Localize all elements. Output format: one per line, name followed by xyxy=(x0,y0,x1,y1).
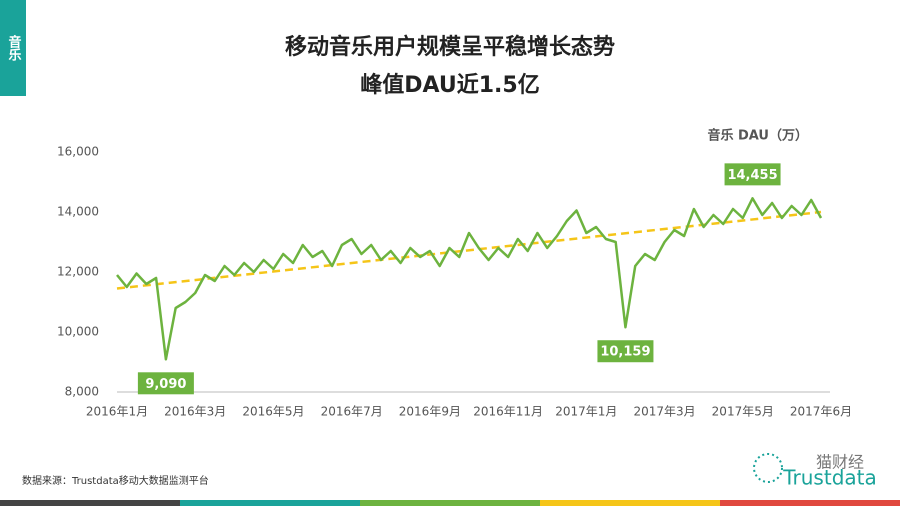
x-tick-label: 2016年11月 xyxy=(473,405,543,419)
value-label: 9,090 xyxy=(145,377,186,392)
y-tick-label: 12,000 xyxy=(57,265,99,279)
logo-mark xyxy=(753,453,783,483)
chart-subtitle: 峰值DAU近1.5亿 xyxy=(360,72,539,98)
x-tick-label: 2016年7月 xyxy=(321,405,383,419)
value-label-box xyxy=(724,163,781,186)
footer-bar xyxy=(0,500,180,506)
x-tick-label: 2017年3月 xyxy=(633,405,695,419)
footer-bar xyxy=(180,500,360,506)
value-label-box xyxy=(137,372,194,395)
y-tick-label: 8,000 xyxy=(65,385,99,399)
y-axis-label: 音乐 DAU（万） xyxy=(707,128,808,144)
x-tick-label: 2016年5月 xyxy=(242,405,304,419)
logo: Trustdata xyxy=(782,466,877,490)
y-tick-label: 10,000 xyxy=(57,325,99,339)
x-tick-label: 2017年5月 xyxy=(712,405,774,419)
footer-bar xyxy=(720,500,900,506)
y-tick-label: 14,000 xyxy=(57,205,99,219)
watermark: 猫财经 xyxy=(816,453,864,472)
footer-bar xyxy=(360,500,540,506)
x-tick-label: 2017年6月 xyxy=(790,405,852,419)
x-tick-label: 2016年3月 xyxy=(164,405,226,419)
x-tick-label: 2016年1月 xyxy=(86,405,148,419)
x-tick-label: 2017年1月 xyxy=(555,405,617,419)
side-tab-label: 音乐 xyxy=(6,34,22,62)
side-tab xyxy=(0,0,26,96)
source: 数据来源：Trustdata移动大数据监测平台 xyxy=(22,474,209,487)
value-label: 14,455 xyxy=(727,168,777,183)
x-tick-label: 2016年9月 xyxy=(399,405,461,419)
y-tick-label: 16,000 xyxy=(57,145,99,159)
data-line xyxy=(116,197,823,361)
value-label: 10,159 xyxy=(600,345,650,360)
value-label-box xyxy=(597,340,654,363)
chart-title: 移动音乐用户规模呈平稳增长态势 xyxy=(285,34,615,60)
footer-bar xyxy=(540,500,720,506)
